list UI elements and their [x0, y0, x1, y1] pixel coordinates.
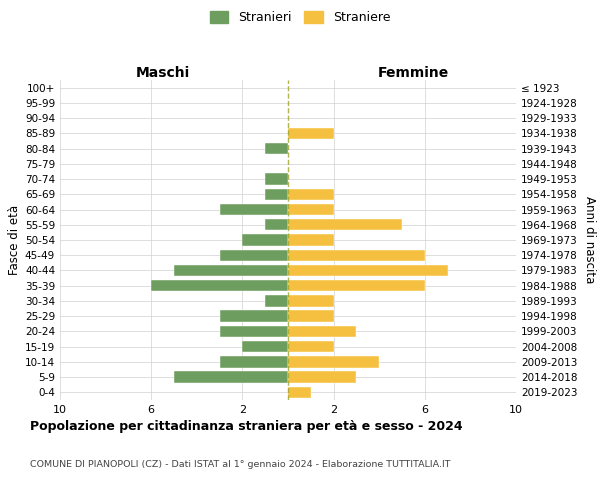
Bar	[288, 280, 425, 291]
Bar	[174, 265, 288, 276]
Text: Femmine: Femmine	[378, 66, 449, 80]
Bar	[265, 143, 288, 154]
Bar	[288, 265, 448, 276]
Bar	[220, 326, 288, 337]
Bar	[288, 386, 311, 398]
Y-axis label: Anni di nascita: Anni di nascita	[583, 196, 596, 284]
Bar	[288, 250, 425, 261]
Bar	[288, 372, 356, 383]
Y-axis label: Fasce di età: Fasce di età	[8, 205, 21, 275]
Bar	[288, 356, 379, 368]
Bar	[288, 219, 402, 230]
Bar	[220, 250, 288, 261]
Bar	[265, 174, 288, 185]
Text: COMUNE DI PIANOPOLI (CZ) - Dati ISTAT al 1° gennaio 2024 - Elaborazione TUTTITAL: COMUNE DI PIANOPOLI (CZ) - Dati ISTAT al…	[30, 460, 451, 469]
Bar	[288, 341, 334, 352]
Bar	[265, 219, 288, 230]
Bar	[288, 295, 334, 306]
Bar	[288, 128, 334, 139]
Bar	[288, 310, 334, 322]
Bar	[174, 372, 288, 383]
Bar	[220, 204, 288, 215]
Bar	[288, 188, 334, 200]
Legend: Stranieri, Straniere: Stranieri, Straniere	[205, 6, 395, 29]
Bar	[151, 280, 288, 291]
Bar	[242, 234, 288, 246]
Bar	[265, 188, 288, 200]
Bar	[220, 356, 288, 368]
Bar	[288, 204, 334, 215]
Bar	[288, 326, 356, 337]
Bar	[220, 310, 288, 322]
Bar	[242, 341, 288, 352]
Text: Maschi: Maschi	[136, 66, 190, 80]
Text: Popolazione per cittadinanza straniera per età e sesso - 2024: Popolazione per cittadinanza straniera p…	[30, 420, 463, 433]
Bar	[288, 234, 334, 246]
Bar	[265, 295, 288, 306]
